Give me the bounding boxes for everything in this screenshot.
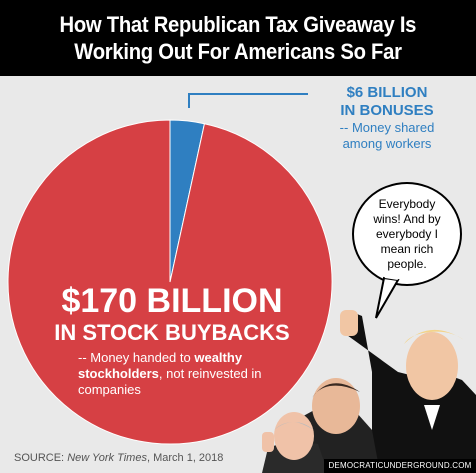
source-date: , March 1, 2018 bbox=[146, 452, 224, 464]
title-line-1: How That Republican Tax Giveaway Is bbox=[59, 12, 417, 37]
buyback-description: -- Money handed to wealthy stockholders,… bbox=[78, 350, 288, 398]
bonus-callout: $6 BILLION IN BONUSES -- Money shared am… bbox=[312, 84, 462, 152]
bonus-sub-line-1: -- Money shared bbox=[339, 120, 435, 135]
buyback-title-line-1: $170 BILLION bbox=[61, 282, 283, 320]
politicians-illustration bbox=[262, 310, 476, 473]
speech-bubble: Everybody wins! And by everybody I mean … bbox=[352, 182, 462, 286]
bonus-title-line-2: IN BONUSES bbox=[340, 102, 434, 119]
buyback-title-line-2: IN STOCK BUYBACKS bbox=[54, 320, 290, 345]
bonus-title-line-1: $6 BILLION bbox=[346, 84, 428, 101]
pie-slice-buybacks bbox=[7, 119, 333, 445]
source-prefix: SOURCE: bbox=[14, 452, 68, 464]
bonus-leader-line bbox=[188, 93, 308, 108]
buyback-desc-a: -- Money handed to bbox=[78, 350, 195, 365]
buyback-desc-d: , not reinvested in companies bbox=[78, 366, 262, 397]
source-note: SOURCE: New York Times, March 1, 2018 bbox=[14, 452, 223, 464]
buyback-desc-c: stockholders bbox=[78, 366, 159, 381]
header: How That Republican Tax Giveaway Is Work… bbox=[0, 0, 476, 76]
source-publication: New York Times bbox=[67, 452, 147, 464]
site-credit: DEMOCRATICUNDERGROUND.COM bbox=[324, 459, 476, 473]
bonus-sub-line-2: among workers bbox=[342, 136, 432, 151]
buyback-desc-b: wealthy bbox=[194, 350, 243, 365]
buyback-label: $170 BILLION IN STOCK BUYBACKS bbox=[22, 282, 322, 346]
title-line-2: Working Out For Americans So Far bbox=[74, 39, 402, 64]
speech-bubble-text: Everybody wins! And by everybody I mean … bbox=[373, 196, 441, 271]
